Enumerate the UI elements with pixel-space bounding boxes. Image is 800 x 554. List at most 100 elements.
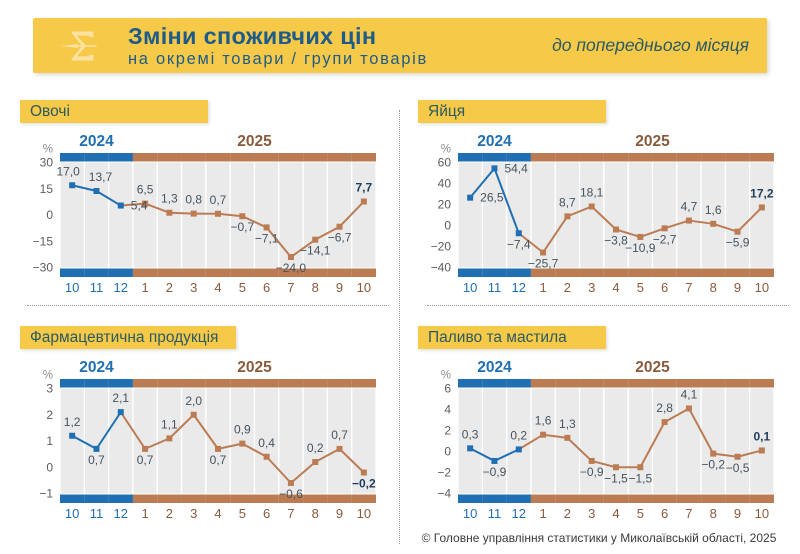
svg-text:0,7: 0,7: [88, 453, 105, 467]
svg-text:15: 15: [40, 182, 54, 196]
svg-text:2025: 2025: [237, 359, 272, 376]
svg-text:−1,5: −1,5: [604, 471, 628, 485]
svg-text:0,1: 0,1: [754, 429, 771, 443]
svg-text:4: 4: [214, 506, 221, 521]
svg-text:9: 9: [734, 280, 741, 295]
svg-text:40: 40: [438, 177, 452, 191]
svg-text:6,5: 6,5: [137, 183, 154, 197]
svg-text:%: %: [43, 370, 53, 382]
svg-text:−40: −40: [431, 261, 452, 275]
svg-text:2: 2: [564, 280, 571, 295]
svg-text:4: 4: [444, 403, 451, 417]
svg-text:1: 1: [539, 280, 546, 295]
svg-text:−0,5: −0,5: [726, 461, 750, 475]
svg-text:−30: −30: [33, 261, 54, 275]
svg-text:9: 9: [336, 280, 343, 295]
svg-text:2: 2: [166, 280, 173, 295]
svg-text:30: 30: [40, 156, 54, 170]
svg-text:%: %: [441, 370, 451, 382]
svg-text:2: 2: [564, 506, 571, 521]
svg-text:1,6: 1,6: [535, 414, 552, 428]
svg-text:−7,4: −7,4: [507, 237, 531, 251]
svg-text:17,2: 17,2: [750, 186, 774, 200]
svg-text:2024: 2024: [477, 359, 512, 376]
svg-text:0,3: 0,3: [462, 427, 479, 441]
svg-text:−4: −4: [437, 487, 451, 501]
svg-text:2024: 2024: [477, 133, 512, 150]
svg-text:1,1: 1,1: [161, 417, 178, 431]
svg-text:7: 7: [685, 280, 692, 295]
svg-text:10: 10: [357, 506, 371, 521]
svg-text:2: 2: [166, 506, 173, 521]
svg-text:1,2: 1,2: [64, 415, 81, 429]
svg-text:−7,1: −7,1: [255, 231, 279, 245]
svg-text:7: 7: [685, 506, 692, 521]
svg-text:2024: 2024: [79, 133, 114, 150]
svg-text:−1: −1: [39, 487, 53, 501]
svg-text:2025: 2025: [635, 359, 670, 376]
svg-text:11: 11: [488, 506, 502, 521]
svg-text:10: 10: [65, 280, 79, 295]
svg-text:2,8: 2,8: [656, 401, 673, 415]
svg-text:1: 1: [46, 434, 53, 448]
svg-text:%: %: [441, 144, 451, 156]
svg-text:−15: −15: [33, 234, 54, 248]
svg-text:−0,2: −0,2: [701, 458, 725, 472]
svg-text:5,4: 5,4: [131, 199, 148, 213]
svg-text:6: 6: [661, 280, 668, 295]
svg-text:12: 12: [512, 280, 526, 295]
svg-text:4: 4: [612, 280, 619, 295]
svg-text:0,2: 0,2: [307, 441, 324, 455]
svg-text:0,4: 0,4: [258, 436, 275, 450]
svg-text:8: 8: [710, 280, 717, 295]
svg-text:26,5: 26,5: [480, 191, 504, 205]
svg-text:−0,9: −0,9: [580, 465, 604, 479]
svg-text:0: 0: [46, 208, 53, 222]
svg-text:10: 10: [755, 280, 769, 295]
svg-text:0,7: 0,7: [210, 193, 227, 207]
svg-text:0: 0: [46, 460, 53, 474]
svg-text:−0,6: −0,6: [279, 487, 303, 501]
svg-text:60: 60: [438, 156, 452, 170]
svg-text:0,8: 0,8: [185, 193, 202, 207]
svg-text:1,6: 1,6: [705, 203, 722, 217]
svg-text:1,3: 1,3: [559, 417, 576, 431]
svg-text:12: 12: [114, 280, 128, 295]
svg-text:4,1: 4,1: [681, 387, 698, 401]
svg-text:5: 5: [239, 506, 246, 521]
svg-text:0,7: 0,7: [210, 453, 227, 467]
svg-text:13,7: 13,7: [89, 170, 113, 184]
svg-text:2024: 2024: [79, 359, 114, 376]
svg-text:0: 0: [444, 445, 451, 459]
svg-text:2,0: 2,0: [185, 394, 202, 408]
svg-text:2: 2: [444, 424, 451, 438]
svg-text:11: 11: [488, 280, 502, 295]
svg-text:−20: −20: [431, 240, 452, 254]
svg-text:2025: 2025: [635, 133, 670, 150]
svg-text:20: 20: [438, 198, 452, 212]
svg-text:6: 6: [444, 382, 451, 396]
svg-text:2025: 2025: [237, 133, 272, 150]
svg-text:−24,0: −24,0: [276, 261, 307, 275]
svg-text:−14,1: −14,1: [300, 244, 331, 258]
svg-text:7: 7: [287, 506, 294, 521]
svg-text:3: 3: [190, 506, 197, 521]
svg-text:10: 10: [65, 506, 79, 521]
svg-text:−5,9: −5,9: [726, 236, 750, 250]
svg-text:7,7: 7,7: [356, 181, 373, 195]
svg-text:8,7: 8,7: [559, 195, 576, 209]
svg-text:6: 6: [661, 506, 668, 521]
svg-text:−0,9: −0,9: [483, 465, 507, 479]
svg-text:1: 1: [539, 506, 546, 521]
svg-text:0,2: 0,2: [510, 428, 527, 442]
svg-text:8: 8: [312, 280, 319, 295]
svg-text:5: 5: [637, 280, 644, 295]
svg-text:54,4: 54,4: [504, 161, 528, 175]
svg-text:1: 1: [141, 280, 148, 295]
svg-text:4,7: 4,7: [681, 200, 698, 214]
svg-text:6: 6: [263, 506, 270, 521]
svg-text:1,3: 1,3: [161, 192, 178, 206]
svg-text:−10,9: −10,9: [625, 241, 656, 255]
svg-text:3: 3: [588, 506, 595, 521]
svg-text:−6,7: −6,7: [328, 231, 352, 245]
